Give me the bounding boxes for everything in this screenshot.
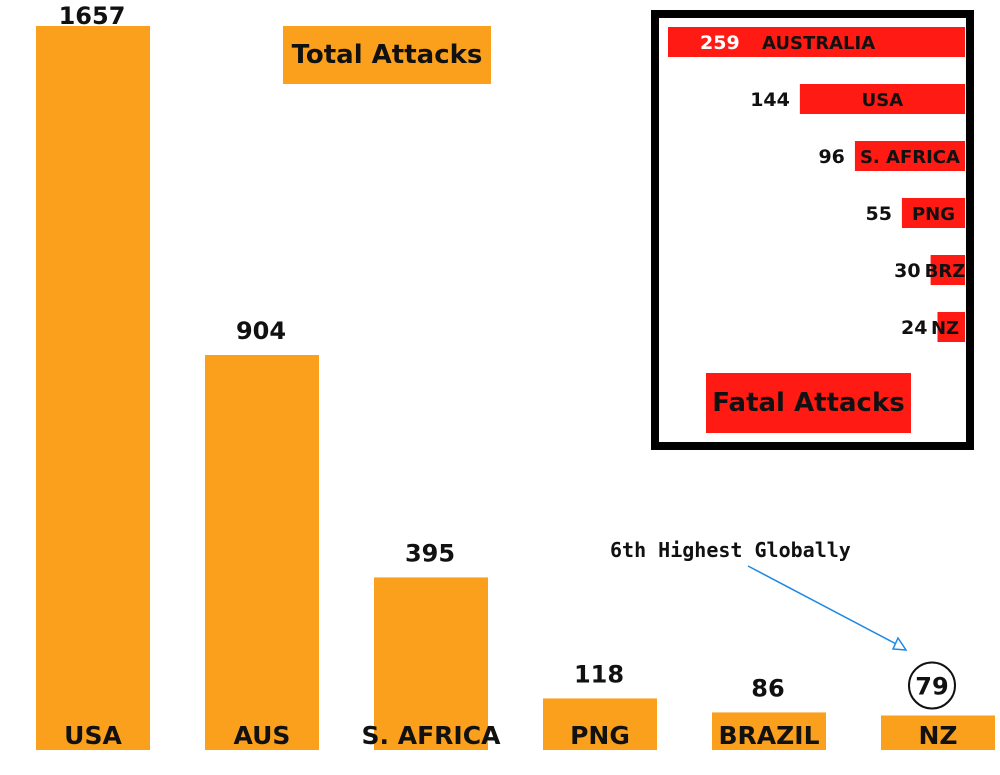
value-label: 79 [915,672,948,700]
total-bar-usa [36,26,150,750]
category-label: AUS [234,721,291,750]
annotation-text: 6th Highest Globally [610,538,851,562]
value-label: 118 [574,660,624,688]
value-label: 395 [405,539,455,567]
total-attacks-title: Total Attacks [283,26,491,84]
value-label: 1657 [59,2,126,30]
total-bar-brazil [712,712,826,750]
highlight-circle [908,661,956,710]
value-label: 904 [236,317,286,345]
fatal-attacks-title: Fatal Attacks [706,373,911,433]
category-label: S. AFRICA [362,721,502,750]
total-bar-s-africa [374,577,488,750]
total-bar-aus [205,355,319,750]
category-label: BRAZIL [718,721,819,750]
total-bar-png [543,698,657,750]
value-label: 86 [751,674,784,702]
total-bar-nz [881,715,995,750]
category-label: NZ [918,721,957,750]
category-label: PNG [570,721,630,750]
category-label: USA [64,721,122,750]
